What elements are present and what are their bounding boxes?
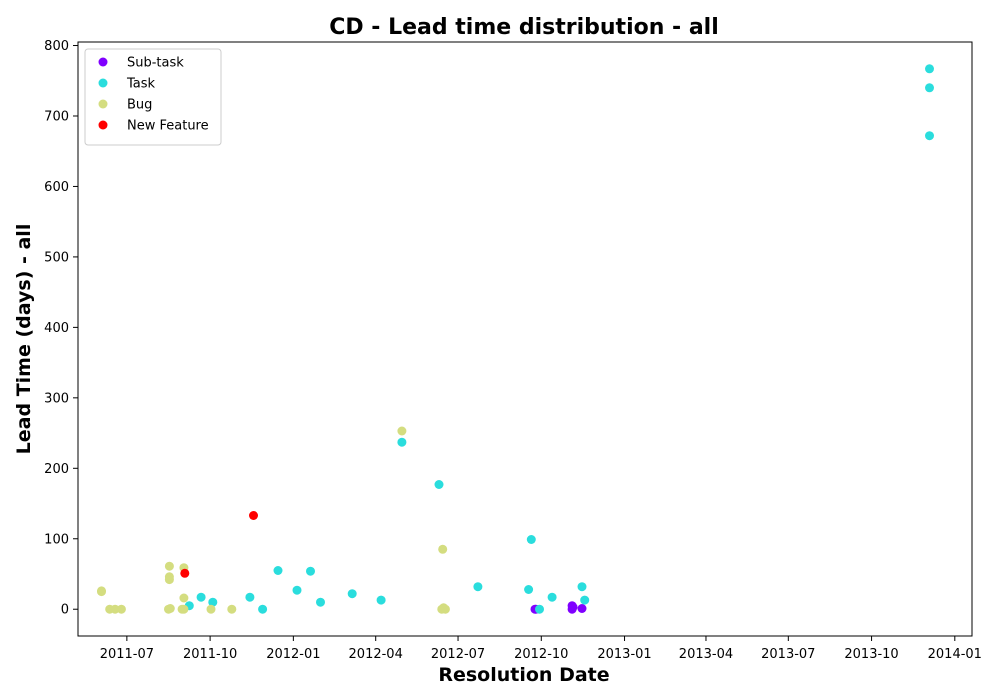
- y-axis: 0 100 200 300 400 500 600 700 800: [44, 39, 78, 618]
- y-tick-label: 300: [44, 391, 69, 406]
- data-point: [164, 575, 174, 585]
- data-point: [580, 595, 590, 605]
- y-tick-label: 0: [61, 603, 69, 618]
- y-tick-label: 600: [44, 180, 69, 195]
- data-point: [567, 604, 577, 614]
- data-point: [438, 544, 448, 554]
- legend-label: Bug: [127, 98, 152, 113]
- legend-marker: [98, 57, 108, 67]
- data-point: [316, 597, 325, 607]
- legend-item: Task: [98, 77, 156, 92]
- x-tick-label: 2013-01: [597, 647, 651, 662]
- data-point: [397, 426, 407, 436]
- data-point: [306, 566, 315, 576]
- data-point: [180, 568, 190, 578]
- data-point: [227, 604, 237, 614]
- legend-marker: [98, 120, 108, 130]
- data-point: [273, 566, 283, 575]
- data-point: [292, 585, 302, 595]
- data-point: [165, 604, 175, 613]
- series-bug: [97, 426, 450, 614]
- legend-box: [84, 48, 222, 146]
- legend-marker: [98, 99, 108, 109]
- x-tick-label: 2011-07: [100, 647, 154, 662]
- legend-label: New Feature: [127, 119, 209, 134]
- x-axis-label: Resolution Date: [438, 664, 609, 686]
- legend-item: Bug: [98, 98, 152, 113]
- data-point: [97, 587, 106, 597]
- data-point: [116, 604, 126, 614]
- legend-label: Sub-task: [127, 56, 184, 71]
- data-point: [434, 480, 444, 489]
- data-point: [179, 604, 189, 614]
- series-new-feature: [180, 511, 258, 578]
- x-axis: 2011-07 2011-10 2012-01 2012-04 2012-07 2012-…: [100, 636, 982, 662]
- data-point: [196, 592, 206, 602]
- data-point: [179, 593, 189, 603]
- data-point: [925, 131, 934, 141]
- legend-item: New Feature: [98, 119, 209, 134]
- chart-title: CD - Lead time distribution - all: [329, 15, 719, 40]
- plot-area: [97, 64, 934, 614]
- y-tick-label: 500: [44, 250, 69, 265]
- data-point: [524, 585, 534, 594]
- data-point: [547, 592, 557, 602]
- x-tick-label: 2012-04: [349, 647, 403, 662]
- x-tick-label: 2014-01: [928, 647, 982, 662]
- data-point: [258, 604, 268, 614]
- y-tick-label: 800: [44, 39, 69, 54]
- legend-label: Task: [126, 77, 156, 92]
- data-point: [245, 592, 255, 602]
- legend-marker: [98, 78, 108, 88]
- x-tick-label: 2013-04: [679, 647, 733, 662]
- y-tick-label: 400: [44, 321, 69, 336]
- data-point: [925, 83, 934, 93]
- data-point: [110, 604, 120, 614]
- data-point: [925, 64, 934, 74]
- x-tick-label: 2011-10: [183, 647, 237, 662]
- data-point: [397, 437, 407, 447]
- series-task: [184, 64, 934, 614]
- x-tick-label: 2012-10: [514, 647, 568, 662]
- data-point: [526, 535, 536, 544]
- data-point: [577, 582, 587, 592]
- data-point: [577, 604, 587, 613]
- y-axis-label: Lead Time (days) - all: [13, 224, 35, 455]
- data-point: [535, 604, 544, 614]
- data-point: [473, 582, 483, 592]
- x-tick-label: 2013-07: [761, 647, 815, 662]
- data-point: [440, 604, 450, 614]
- y-tick-label: 700: [44, 109, 69, 124]
- data-point: [206, 604, 216, 614]
- data-point: [208, 597, 218, 607]
- x-tick-label: 2012-01: [266, 647, 320, 662]
- y-tick-label: 200: [44, 462, 69, 477]
- data-point: [347, 589, 357, 599]
- data-point: [376, 595, 386, 605]
- data-point: [249, 511, 258, 520]
- x-tick-label: 2013-10: [844, 647, 898, 662]
- y-tick-label: 100: [44, 532, 69, 547]
- x-tick-label: 2012-07: [431, 647, 485, 662]
- legend-item: Sub-task: [98, 56, 184, 71]
- legend: Sub-task Task Bug New Feature: [84, 48, 222, 146]
- plot-frame: [77, 41, 973, 637]
- data-point: [164, 561, 174, 571]
